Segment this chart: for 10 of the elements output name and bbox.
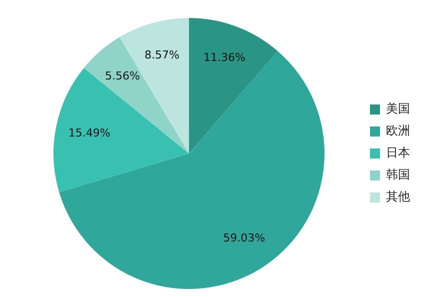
data-label: 59.03% <box>223 232 266 245</box>
data-label: 11.36% <box>204 51 246 64</box>
legend-label: 其他 <box>386 190 410 204</box>
legend-label: 日本 <box>386 146 410 160</box>
legend-label: 韩国 <box>386 168 410 182</box>
legend-label: 欧洲 <box>386 124 410 138</box>
data-label: 8.57% <box>144 48 180 62</box>
legend-label: 美国 <box>386 102 410 116</box>
data-label: 15.49% <box>68 126 110 140</box>
data-label: 5.56% <box>105 69 140 82</box>
